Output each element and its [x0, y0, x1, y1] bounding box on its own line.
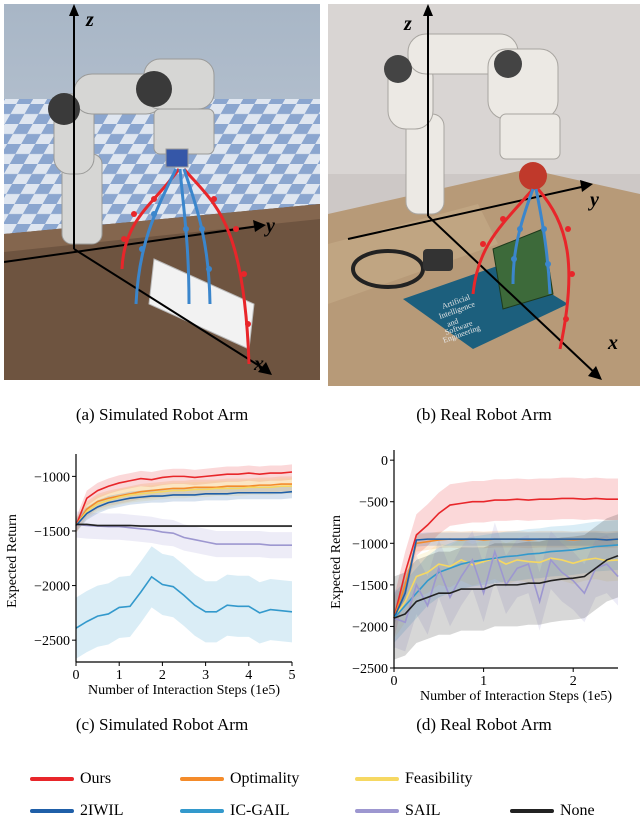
legend-item-ours: Ours: [30, 770, 111, 788]
legend-item-sail: SAIL: [355, 802, 441, 820]
x-tick-label: 1: [116, 668, 123, 683]
series-line-ours: [393, 497, 618, 619]
series-line-sail: [75, 523, 292, 546]
chart-real-svg: 0 1 2 0 −500 −1000 −1500 −2000 −2500 Number of In…: [329, 450, 619, 704]
y-axis-label-a: y: [264, 215, 275, 237]
y-tick-label: −500: [359, 496, 388, 511]
series-line-2iwil: [75, 490, 293, 527]
band-ours: [76, 464, 292, 534]
legend-swatch-ic-gail: [180, 809, 224, 813]
y-tick-label: −2000: [34, 580, 70, 595]
y-tick-label: −1000: [352, 537, 388, 552]
chart-real: 0 1 2 0 −500 −1000 −1500 −2000 −2500 Number of In…: [322, 446, 642, 708]
legend-item-ic-gail: IC-GAIL: [180, 802, 290, 820]
caption-d: (d) Real Robot Arm: [416, 715, 552, 734]
band-ours: [394, 477, 618, 639]
legend-label-optimality: Optimality: [230, 770, 300, 787]
legend: Ours Optimality Feasibility 2IWIL IC-GAI…: [0, 760, 642, 827]
legend-swatch-none: [510, 809, 554, 813]
x-tick-label: 2: [570, 674, 577, 689]
x-axis-label-a: x: [253, 353, 264, 375]
z-axis-label-a: z: [85, 9, 94, 31]
x-axis-label: Number of Interaction Steps (1e5): [88, 683, 280, 698]
y-tick-label: −2500: [34, 634, 70, 649]
series-line-2iwil: [393, 538, 619, 619]
y-tick-label: −2000: [352, 620, 388, 635]
legend-item-optimality: Optimality: [180, 770, 299, 788]
band-ic-gail: [76, 546, 292, 659]
series-line-none: [393, 555, 619, 619]
legend-swatch-2iwil: [30, 809, 74, 813]
legend-swatch-ours: [30, 777, 74, 781]
x-tick-label: 3: [202, 668, 209, 683]
caption-b: (b) Real Robot Arm: [416, 405, 552, 424]
x-tick-label: 0: [73, 668, 80, 683]
caption-c: (c) Simulated Robot Arm: [75, 715, 249, 734]
legend-label-ours: Ours: [80, 770, 112, 787]
legend-item-2iwil: 2IWIL: [30, 802, 124, 820]
band-sail: [76, 511, 292, 559]
band-optimality: [76, 476, 292, 534]
caption-a: (a) Simulated Robot Arm: [75, 405, 249, 424]
book-title-line-3: and: [446, 316, 460, 328]
y-tick-label: −1500: [34, 525, 70, 540]
legend-label-ic-gail: IC-GAIL: [230, 802, 290, 819]
z-axis-label-b: z: [403, 13, 412, 35]
legend-label-sail: SAIL: [405, 802, 441, 819]
band-sail: [394, 522, 618, 652]
chart-simulated: 0 1 2 3 4 5 −1000 −1500 −2000 −2500 Number of Inte…: [0, 446, 322, 708]
series-line-ic-gail: [75, 575, 293, 629]
y-axis-label: Expected Return: [329, 515, 344, 609]
legend-swatch-optimality: [180, 777, 224, 781]
series-line-optimality: [75, 483, 292, 526]
band-feasibility: [394, 537, 618, 639]
x-tick-label: 2: [159, 668, 166, 683]
band-2iwil: [76, 485, 292, 533]
y-axis-label: Expected Return: [5, 514, 20, 608]
photo-simulated-robot-arm: z y x: [3, 4, 320, 380]
series-line-feasibility: [393, 557, 619, 619]
series-line-feasibility: [75, 485, 292, 526]
y-tick-label: −2500: [352, 662, 388, 677]
x-tick-label: 1: [480, 674, 487, 689]
x-axis-label: Number of Interaction Steps (1e5): [420, 689, 612, 704]
y-axis-label-b: y: [588, 189, 599, 211]
x-tick-label: 0: [391, 674, 398, 689]
photo-real-robot-arm: Artificial Intelligence and Software Eng…: [328, 4, 640, 386]
legend-swatch-sail: [355, 809, 399, 813]
chart-simulated-svg: 0 1 2 3 4 5 −1000 −1500 −2000 −2500 Number of Inte…: [5, 454, 296, 698]
legend-item-feasibility: Feasibility: [355, 770, 473, 788]
y-tick-label: 0: [381, 454, 388, 469]
y-tick-label: −1000: [34, 470, 70, 485]
legend-swatch-feasibility: [355, 777, 399, 781]
x-axis-label-b: x: [607, 332, 618, 354]
series-line-ic-gail: [393, 544, 619, 619]
legend-label-2iwil: 2IWIL: [80, 802, 124, 819]
series-line-none: [76, 523, 292, 527]
y-tick-label: −1500: [352, 579, 388, 594]
legend-label-feasibility: Feasibility: [405, 770, 473, 787]
legend-item-none: None: [510, 802, 595, 820]
series-line-ours: [75, 471, 293, 526]
legend-label-none: None: [560, 802, 595, 819]
x-tick-label: 4: [245, 668, 252, 683]
x-tick-label: 5: [289, 668, 296, 683]
